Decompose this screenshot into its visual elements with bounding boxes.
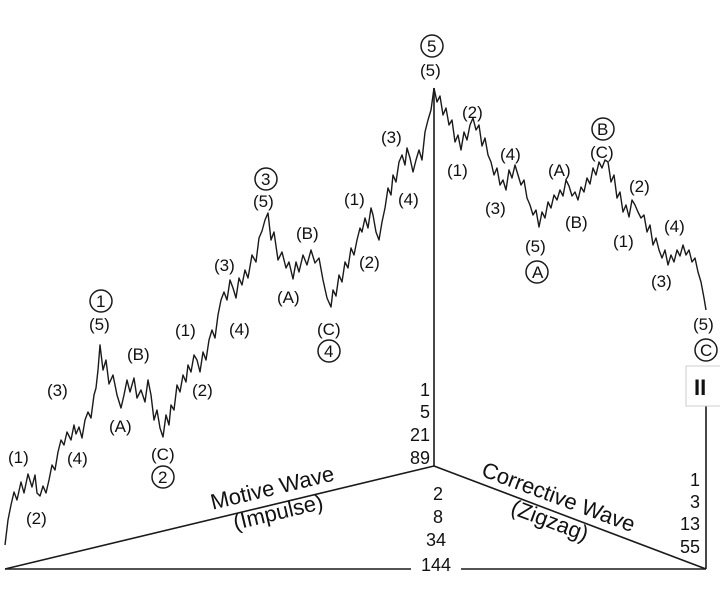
wave-label: (2) xyxy=(629,177,650,196)
motive-axis-line xyxy=(4,465,435,570)
wave-label: (C) xyxy=(151,445,175,464)
wave-label: (B) xyxy=(296,224,319,243)
wave-label: (2) xyxy=(462,103,483,122)
fib-number: 3 xyxy=(690,492,700,512)
wave-label: (1) xyxy=(344,190,365,209)
fib-number: 2 xyxy=(433,484,443,504)
wave-c-circle-icon xyxy=(694,338,718,362)
wave-4-circle-icon xyxy=(317,339,341,363)
wave-label: (B) xyxy=(127,345,150,364)
wave-label: (5) xyxy=(420,61,441,80)
wave-1-circle-icon xyxy=(89,289,113,313)
wave-2-circle-icon xyxy=(151,465,175,489)
wave-label: (4) xyxy=(229,320,250,339)
corrective-wave-path xyxy=(433,87,707,311)
wave-label: (2) xyxy=(26,509,47,528)
circled-wave-number: 4 xyxy=(324,342,333,361)
wave-label: (A) xyxy=(109,417,132,436)
wave-label: (C) xyxy=(590,143,614,162)
wave-label: (5) xyxy=(693,315,714,334)
wave-label: (4) xyxy=(500,145,521,164)
wave-a-circle-icon xyxy=(525,260,549,284)
fib-number: 144 xyxy=(421,555,451,575)
circled-wave-number: 1 xyxy=(96,292,105,311)
wave-label: (2) xyxy=(359,253,380,272)
wave-label: (B) xyxy=(565,213,588,232)
fib-number: 13 xyxy=(680,514,700,534)
wave-label: (A) xyxy=(277,288,300,307)
fib-number: 34 xyxy=(426,530,446,550)
wave-label: (4) xyxy=(67,449,88,468)
circled-wave-letter: C xyxy=(700,341,712,360)
fib-number: 5 xyxy=(420,402,430,422)
wave-label: (4) xyxy=(664,217,685,236)
wave-label: (C) xyxy=(317,320,341,339)
corrective-caption: Corrective Wave (Zigzag) xyxy=(478,457,638,546)
wave-b-circle-icon xyxy=(591,117,615,141)
circled-wave-letter: A xyxy=(532,263,544,282)
wave-label: (5) xyxy=(525,237,546,256)
wave-label: (3) xyxy=(47,381,68,400)
wave-label: (1) xyxy=(8,448,29,467)
wave-label: (1) xyxy=(613,232,634,251)
circled-wave-letter: B xyxy=(597,120,608,139)
fib-number: 1 xyxy=(420,380,430,400)
fib-number: 21 xyxy=(410,425,430,445)
motive-wave-path xyxy=(4,87,435,546)
wave-3-circle-icon xyxy=(254,167,278,191)
fib-number: 55 xyxy=(680,537,700,557)
wave-label: (3) xyxy=(381,128,402,147)
break-mark: II xyxy=(694,375,706,400)
wave-5-circle-icon xyxy=(420,34,444,58)
wave-label: (4) xyxy=(398,190,419,209)
wave-label: (3) xyxy=(214,256,235,275)
fib-number: 1 xyxy=(690,470,700,490)
circled-wave-number: 2 xyxy=(158,468,167,487)
motive-caption: Motive Wave (Impulse) xyxy=(208,461,337,535)
wave-label: (3) xyxy=(485,199,506,218)
wave-label: (3) xyxy=(651,272,672,291)
circled-wave-number: 3 xyxy=(261,170,270,189)
fib-number: 8 xyxy=(433,507,443,527)
corrective-axis-line xyxy=(433,465,707,570)
wave-label: (1) xyxy=(175,321,196,340)
wave-label: (1) xyxy=(447,161,468,180)
fib-number: 89 xyxy=(410,448,430,468)
wave-label: (2) xyxy=(192,381,213,400)
wave-label: (5) xyxy=(253,192,274,211)
wave-label: (5) xyxy=(89,315,110,334)
wave-label: (A) xyxy=(548,161,571,180)
circled-wave-number: 5 xyxy=(427,37,436,56)
break-mark-box xyxy=(685,365,720,407)
fib-label-backdrop xyxy=(411,555,461,575)
